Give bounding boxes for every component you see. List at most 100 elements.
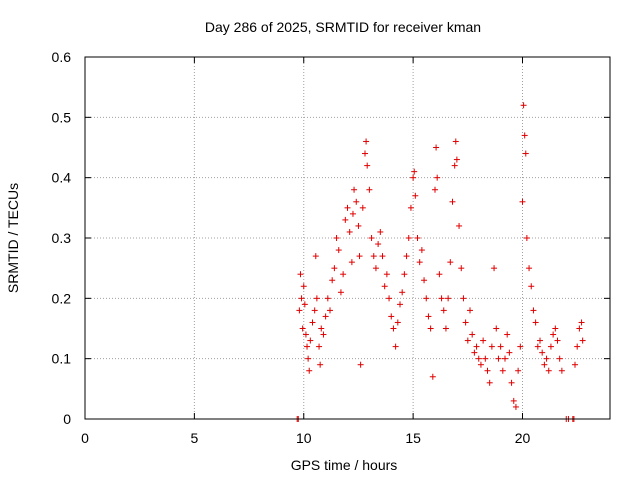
data-point	[427, 325, 434, 332]
data-point	[405, 235, 412, 241]
data-point	[359, 204, 366, 211]
data-point	[340, 271, 347, 278]
data-point	[311, 307, 318, 314]
data-point	[506, 349, 513, 356]
data-point	[410, 174, 417, 181]
data-point	[397, 301, 403, 308]
data-point	[442, 325, 449, 332]
data-point	[486, 379, 493, 386]
data-point	[556, 355, 563, 362]
data-point	[480, 337, 487, 344]
data-point	[357, 361, 364, 368]
data-point	[377, 228, 384, 235]
data-point	[309, 319, 316, 326]
data-point	[302, 331, 309, 338]
data-point	[316, 343, 323, 350]
data-point	[425, 313, 432, 320]
x-tick-label: 5	[190, 430, 198, 446]
y-tick-label: 0.2	[52, 290, 72, 306]
data-point	[356, 253, 363, 260]
chart-title: Day 286 of 2025, SRMTID for receiver kma…	[205, 19, 481, 35]
data-point	[313, 295, 320, 302]
data-point	[526, 265, 533, 272]
data-point	[445, 295, 452, 302]
x-tick-label: 0	[81, 430, 89, 446]
data-point	[414, 235, 421, 241]
data-point	[460, 295, 467, 302]
data-point	[491, 265, 498, 272]
y-tick-label: 0.5	[52, 109, 72, 125]
data-point	[519, 198, 526, 205]
data-point	[331, 265, 338, 272]
data-point	[412, 192, 419, 199]
data-point	[300, 283, 307, 290]
data-point	[440, 307, 447, 314]
data-point	[558, 367, 565, 374]
data-point	[484, 367, 491, 374]
data-point	[477, 361, 484, 368]
data-point	[403, 253, 410, 260]
data-point	[296, 307, 303, 314]
data-point	[452, 138, 459, 145]
data-point	[394, 319, 401, 326]
y-tick-label: 0.3	[52, 230, 72, 246]
data-point	[421, 277, 428, 284]
data-point	[348, 259, 355, 266]
data-point	[362, 150, 368, 157]
data-point	[390, 325, 397, 332]
data-point	[353, 198, 360, 205]
data-point	[522, 150, 529, 157]
data-point	[467, 307, 473, 314]
data-point	[497, 343, 504, 350]
y-tick-label: 0.4	[52, 170, 72, 186]
data-point	[324, 295, 331, 302]
data-point	[530, 307, 537, 314]
data-point	[301, 301, 308, 308]
data-point	[579, 337, 586, 344]
data-point	[418, 247, 425, 254]
data-point	[471, 349, 478, 356]
data-point	[541, 361, 548, 368]
data-point	[504, 331, 511, 338]
data-point	[372, 265, 379, 272]
data-point	[502, 355, 508, 362]
data-point	[521, 132, 528, 139]
data-point	[517, 343, 524, 350]
data-point	[335, 247, 342, 254]
data-point	[320, 331, 327, 338]
x-tick-label: 15	[405, 430, 421, 446]
data-point	[495, 355, 502, 362]
data-point	[432, 186, 438, 193]
y-axis-label: SRMTID / TECUs	[5, 183, 21, 293]
data-point	[416, 259, 423, 266]
data-point	[307, 337, 314, 344]
data-point	[578, 319, 585, 326]
data-point	[462, 319, 469, 326]
data-point	[456, 222, 463, 229]
data-point	[333, 235, 340, 241]
data-point	[539, 349, 546, 356]
data-point	[482, 355, 489, 362]
data-point	[508, 379, 515, 386]
data-point	[317, 361, 324, 368]
data-point	[473, 343, 480, 350]
data-point	[545, 367, 552, 374]
data-point	[433, 144, 440, 151]
x-axis-label: GPS time / hours	[291, 457, 398, 473]
data-point	[304, 343, 311, 350]
data-point	[368, 235, 375, 241]
data-point	[528, 283, 535, 290]
data-point	[543, 355, 550, 362]
axis-ticks: 0 0.1 0.2 0.3 0.4 0.5 0.6 0 5 10 15 20	[52, 49, 610, 446]
data-point	[515, 367, 522, 374]
data-point	[355, 222, 362, 229]
data-point	[488, 343, 495, 350]
data-point	[499, 367, 506, 374]
data-point	[550, 331, 557, 338]
data-point	[520, 102, 527, 109]
grid-lines	[85, 57, 610, 419]
data-point	[453, 156, 460, 163]
data-point	[572, 361, 578, 368]
